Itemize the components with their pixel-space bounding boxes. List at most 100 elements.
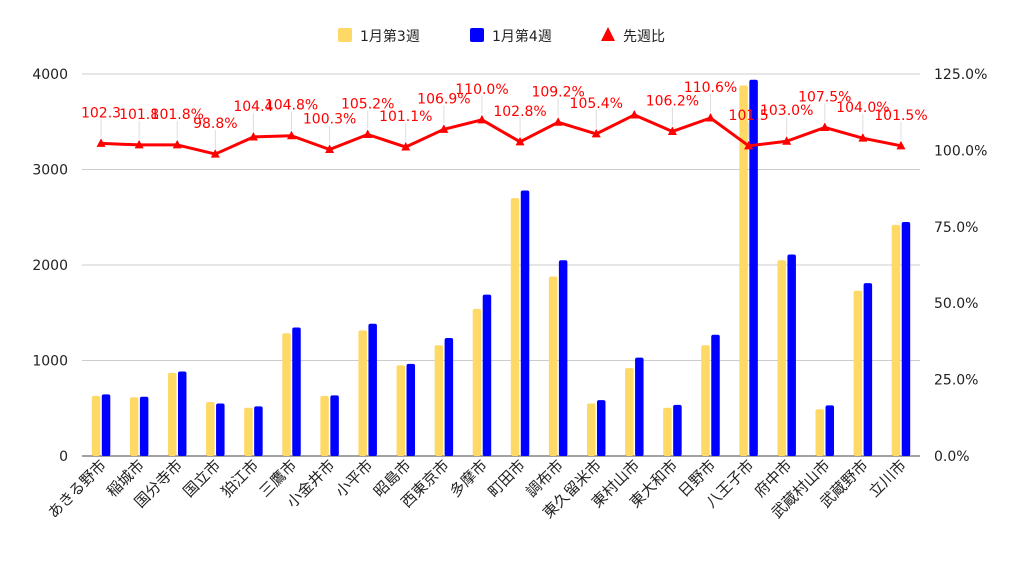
ratio-point — [287, 130, 296, 140]
bar-1月第3週 — [358, 330, 367, 456]
ratio-data-label: 105.4% — [570, 96, 623, 112]
bar-1月第4週 — [596, 400, 606, 456]
bar-1月第3週 — [244, 407, 253, 456]
ratio-point — [134, 139, 144, 149]
ratio-point — [477, 114, 487, 124]
ratio-data-label: 104.0% — [836, 100, 889, 116]
bar-1月第4週 — [749, 79, 758, 456]
ratio-data-label: 101.5 — [729, 108, 769, 124]
y-right-tick-label: 0.0% — [934, 449, 970, 465]
ratio-point — [667, 126, 677, 135]
legend: 1月第3週 1月第4週 先週比 — [338, 27, 665, 45]
bar-1月第3週 — [548, 276, 558, 456]
ratio-data-label: 110.6% — [684, 80, 737, 96]
bar-1月第4週 — [139, 396, 149, 456]
bar-1月第4週 — [711, 334, 720, 456]
ratio-point — [515, 136, 525, 146]
x-category-label: あきる野市 — [44, 456, 110, 522]
bar-1月第4週 — [406, 363, 416, 456]
y-right-tick-label: 50.0% — [934, 296, 978, 312]
bar-1月第3週 — [701, 345, 710, 456]
legend-label: 1月第3週 — [360, 28, 420, 45]
ratio-data-label: 101.1% — [379, 109, 432, 125]
bar-1月第3週 — [396, 365, 406, 456]
ratio-point — [706, 113, 715, 122]
legend-label: 1月第4週 — [492, 28, 552, 45]
bar-1月第4週 — [673, 404, 682, 456]
ratio-data-label: 107.5% — [798, 89, 851, 105]
ratio-point — [553, 117, 563, 126]
y-left-tick-label: 1000 — [32, 354, 68, 370]
ratio-point — [896, 140, 906, 150]
ratio-data-label: 105.2% — [341, 97, 394, 113]
ratio-point — [96, 138, 106, 147]
y-left-tick-label: 4000 — [32, 67, 68, 83]
bar-1月第4週 — [520, 190, 530, 456]
ratio-point — [858, 133, 868, 142]
ratio-data-label: 104.8% — [265, 98, 318, 114]
ratio-data-label: 102.8% — [493, 104, 546, 120]
ratio-data-label: 100.3% — [303, 111, 356, 127]
y-left-tick-label: 0 — [59, 449, 68, 465]
ratio-line-path — [100, 113, 902, 156]
x-category-label: 国立市 — [180, 456, 225, 501]
bar-1月第4週 — [787, 254, 796, 456]
bar-1月第3週 — [320, 395, 329, 456]
ratio-data-label: 109.2% — [531, 84, 584, 100]
ratio-data-label: 104.4 — [233, 99, 273, 115]
bar-1月第4週 — [444, 338, 454, 456]
bar-1月第3週 — [434, 345, 444, 456]
bar-1月第4週 — [825, 405, 835, 456]
bar-1月第3週 — [167, 372, 177, 456]
bar-1月第3週 — [472, 308, 482, 456]
bar-1月第3週 — [663, 407, 672, 456]
bar-1月第3週 — [625, 368, 634, 456]
ratio-point — [820, 122, 830, 131]
y-right-tick-label: 125.0% — [934, 67, 987, 83]
x-category-label: 多摩市 — [446, 456, 491, 501]
ratio-point — [210, 149, 220, 158]
ratio-point — [172, 139, 182, 149]
bar-1月第4週 — [101, 394, 111, 456]
bar-1月第3週 — [91, 395, 101, 456]
ratio-data-label: 101.5% — [874, 108, 927, 124]
y-left-tick-label: 2000 — [32, 258, 68, 274]
ratio-data-label: 106.9% — [417, 91, 470, 107]
ratio-data-label: 101.8% — [151, 107, 204, 123]
x-category-label: 小平市 — [332, 456, 377, 501]
ratio-line: 102.3101.8101.8%98.8%104.4104.8%100.3%10… — [81, 80, 928, 158]
ratio-point — [629, 109, 639, 119]
ratio-point — [363, 129, 373, 139]
bar-1月第3週 — [282, 333, 291, 456]
bar-1月第4週 — [901, 222, 911, 456]
bar-1月第3週 — [777, 260, 786, 456]
x-category-label: 町田市 — [484, 456, 529, 501]
bar-1月第3週 — [206, 402, 215, 456]
bar-1月第4週 — [635, 357, 644, 456]
bar-1月第4週 — [482, 294, 492, 456]
ratio-point — [591, 128, 601, 138]
y-right-tick-label: 25.0% — [934, 373, 978, 389]
ratio-data-label: 98.8% — [193, 116, 237, 132]
bar-1月第4週 — [330, 395, 339, 456]
bar-1月第3週 — [739, 85, 748, 457]
legend-swatch-1月第4週 — [470, 28, 484, 42]
x-category-label: 立川市 — [865, 456, 910, 501]
bar-1月第3週 — [891, 224, 901, 456]
ratio-data-label: 103.0% — [760, 103, 813, 119]
bar-1月第4週 — [254, 406, 263, 456]
bars — [91, 79, 911, 457]
bar-1月第3週 — [853, 290, 863, 456]
ratio-point — [325, 144, 335, 153]
y-right-tick-label: 75.0% — [934, 220, 978, 236]
bar-1月第4週 — [558, 260, 568, 456]
bar-1月第4週 — [177, 371, 187, 456]
bar-1月第3週 — [510, 198, 520, 456]
ratio-point — [782, 136, 792, 145]
bar-1月第3週 — [129, 397, 139, 456]
ratio-data-label: 101.8 — [119, 107, 159, 123]
bar-1月第4週 — [368, 323, 377, 456]
ratio-data-label: 106.2% — [646, 93, 699, 109]
bar-1月第4週 — [863, 283, 873, 456]
